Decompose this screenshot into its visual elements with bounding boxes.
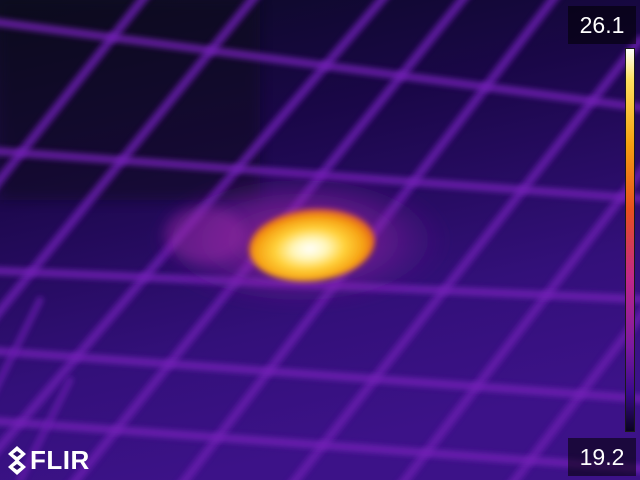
flir-diamond-logo-icon	[8, 446, 26, 475]
color-scale-bar	[625, 48, 635, 432]
flir-logo-text: FLIR	[30, 444, 90, 475]
max-temperature-readout: 26.1	[568, 6, 636, 44]
min-temperature-readout: 19.2	[568, 438, 636, 476]
flir-logo: FLIR	[6, 444, 90, 476]
